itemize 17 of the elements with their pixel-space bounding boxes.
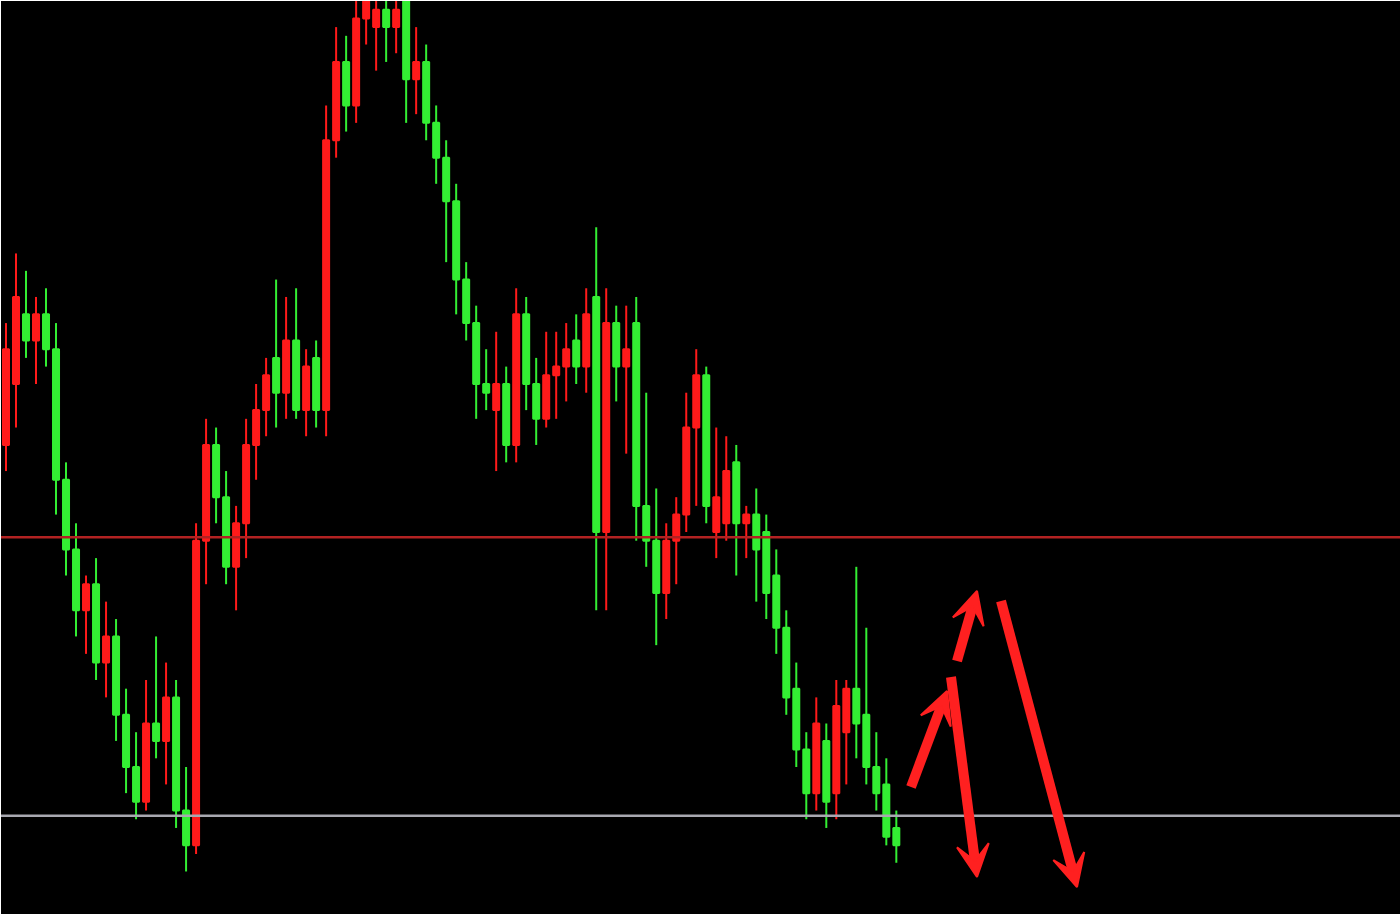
candlestick: [622, 304, 631, 455]
candlestick: [22, 269, 31, 359]
candlestick: [32, 295, 41, 386]
candlestick: [302, 348, 311, 438]
candlestick: [272, 278, 281, 429]
candlestick: [382, 1, 391, 63]
candlestick: [742, 504, 751, 560]
candlestick: [82, 574, 91, 655]
candlestick: [102, 600, 111, 699]
candlestick: [392, 1, 401, 55]
candlestick: [612, 304, 621, 403]
candlestick: [342, 34, 351, 133]
candlestick: [152, 635, 161, 760]
candlestick: [412, 26, 421, 116]
candlestick: [572, 313, 581, 386]
candlestick: [492, 330, 501, 473]
candlestick: [162, 661, 171, 786]
